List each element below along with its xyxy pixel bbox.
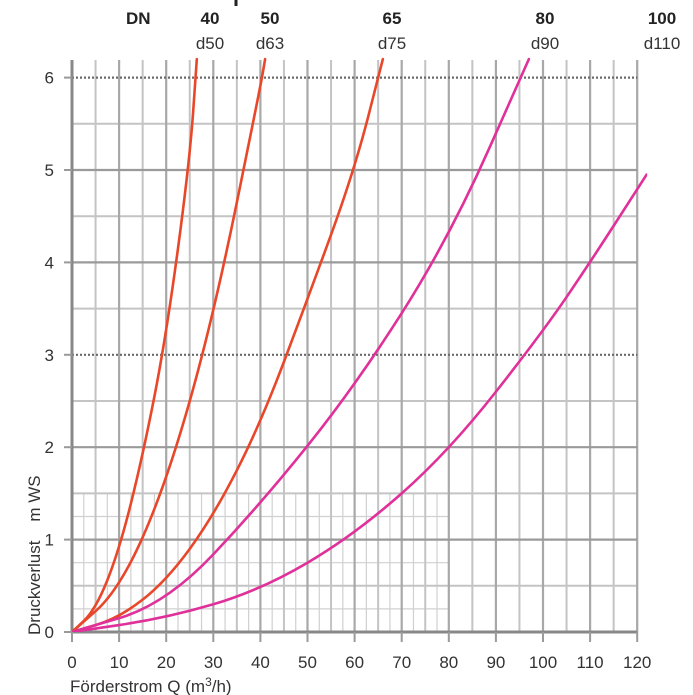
x-tick-label: 40: [251, 653, 270, 672]
dn-value-label: 50: [261, 9, 280, 28]
d-size-label: d75: [378, 34, 406, 53]
y-tick-label: 0: [45, 623, 54, 642]
curve-dn65: [72, 57, 385, 632]
curve-dn80: [72, 57, 531, 632]
y-tick-label: 3: [45, 346, 54, 365]
curve-dn100: [72, 173, 648, 632]
x-tick-label: 70: [392, 653, 411, 672]
d-size-label: d110: [644, 34, 681, 53]
d-size-label: d63: [256, 34, 284, 53]
x-tick-label: 50: [298, 653, 317, 672]
x-tick-label: 60: [345, 653, 364, 672]
dn-value-label: 80: [536, 9, 555, 28]
curve-dn50: [72, 57, 267, 632]
dn-value-label: 40: [201, 9, 220, 28]
y-tick-label: 5: [45, 161, 54, 180]
x-tick-labels: 0 10 20 30 40 50 60 70 80 90 100 110 120: [67, 653, 651, 672]
y-tick-label: 4: [45, 253, 54, 272]
curve-dn40: [72, 57, 199, 632]
dn-value-label: 100: [648, 9, 676, 28]
y-tick-label: 2: [45, 438, 54, 457]
x-tick-label: 90: [486, 653, 505, 672]
y-axis-title: Druckverlust m WS: [25, 475, 44, 635]
axes: [64, 60, 639, 642]
dn-label: DN: [126, 9, 151, 28]
y-tick-label: 1: [45, 531, 54, 550]
x-tick-label: 30: [204, 653, 223, 672]
x-tick-label: 110: [577, 653, 604, 672]
x-tick-label: 20: [157, 653, 176, 672]
d-size-label: d50: [196, 34, 224, 53]
x-axis-title: Förderstrom Q (m3/h): [70, 675, 232, 695]
dn-value-label: 65: [383, 9, 402, 28]
x-tick-label: 80: [439, 653, 458, 672]
curves: [72, 57, 648, 632]
x-tick-label: 0: [67, 653, 76, 672]
y-tick-labels: 0 1 2 3 4 5 6: [45, 69, 54, 642]
x-tick-label: 100: [529, 653, 557, 672]
x-tick-label: 120: [623, 653, 651, 672]
major-grid: [72, 60, 639, 632]
d-size-label: d90: [531, 34, 559, 53]
dn-header: DN 40 d50 50 d63 65 d75 80 d90 100 d110: [126, 0, 680, 53]
y-tick-label: 6: [45, 69, 54, 88]
x-tick-label: 10: [110, 653, 129, 672]
